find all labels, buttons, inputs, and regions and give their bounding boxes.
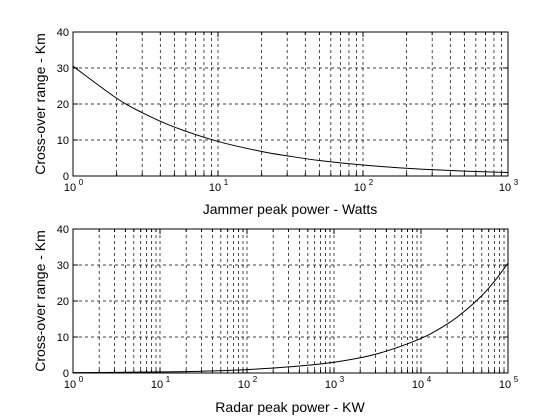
bottom-x-tick-label-exponent: 4 (427, 375, 432, 384)
bottom-y-tick-label: 0 (63, 368, 69, 380)
bottom-y-tick-label: 10 (57, 332, 69, 344)
bottom-x-tick-label-exponent: 2 (253, 375, 258, 384)
bottom-x-tick-label-exponent: 3 (340, 375, 345, 384)
top-x-tick-label-exponent: 3 (514, 178, 519, 187)
top-x-tick-label: 10 (499, 182, 511, 194)
bottom-x-tick-label-exponent: 5 (514, 375, 519, 384)
top-x-tick-label-exponent: 1 (224, 178, 229, 187)
top-y-tick-label: 10 (57, 135, 69, 147)
top-y-tick-label: 20 (57, 99, 69, 111)
top-x-tick-label: 10 (64, 182, 76, 194)
top-plot: Jammer peak power - Watts Cross-over ran… (32, 27, 519, 217)
top-y-tick-label: 30 (57, 63, 69, 75)
top-y-axis-label: Cross-over range - Km (32, 33, 48, 175)
bottom-y-tick-label: 40 (57, 224, 69, 236)
top-x-axis-label: Jammer peak power - Watts (203, 201, 378, 217)
top-x-tick-label: 10 (354, 182, 366, 194)
bottom-x-tick-label-exponent: 1 (166, 375, 171, 384)
bottom-y-tick-label: 30 (57, 260, 69, 272)
top-y-tick-label: 40 (57, 27, 69, 39)
bottom-x-tick-label: 10 (499, 379, 511, 391)
bottom-x-tick-label: 10 (64, 379, 76, 391)
bottom-x-tick-label-exponent: 0 (79, 375, 84, 384)
bottom-y-axis-label: Cross-over range - Km (32, 230, 48, 372)
bottom-x-tick-label: 10 (151, 379, 163, 391)
top-x-tick-label: 10 (209, 182, 221, 194)
bottom-x-tick-label: 10 (325, 379, 337, 391)
bottom-series-line (72, 262, 509, 374)
top-x-tick-label-exponent: 2 (369, 178, 374, 187)
bottom-x-tick-label: 10 (238, 379, 250, 391)
top-x-tick-label-exponent: 0 (79, 178, 84, 187)
bottom-x-axis-label: Radar peak power - KW (215, 399, 365, 415)
bottom-plot: Radar peak power - KW Cross-over range -… (32, 224, 519, 415)
bottom-x-tick-label: 10 (412, 379, 424, 391)
bottom-y-tick-label: 20 (57, 296, 69, 308)
top-series-line (72, 65, 509, 174)
top-y-tick-label: 0 (63, 171, 69, 183)
